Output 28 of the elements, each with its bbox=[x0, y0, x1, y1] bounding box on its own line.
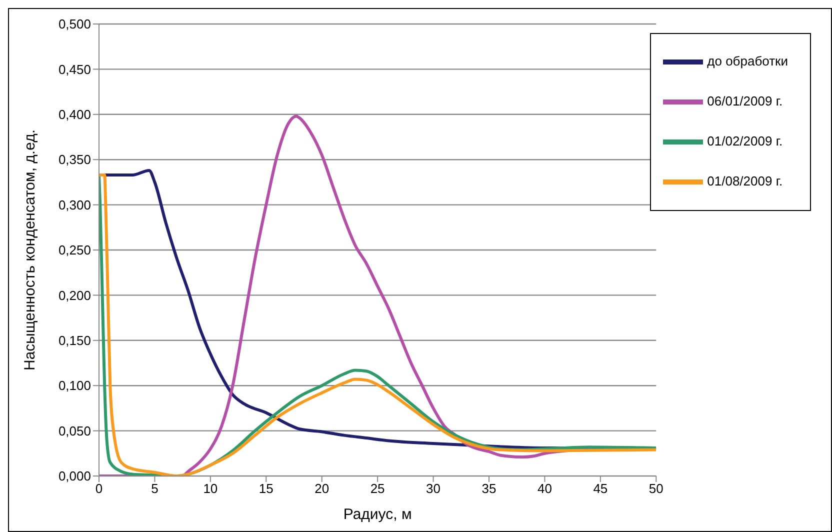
y-tick-label: 0,050 bbox=[58, 423, 91, 438]
x-tick-label: 20 bbox=[314, 481, 330, 496]
x-axis-title: Радиус, м bbox=[343, 506, 412, 523]
y-tick-label: 0,450 bbox=[58, 62, 91, 77]
y-tick-label: 0,400 bbox=[58, 107, 91, 122]
legend-label: 01/08/2009 г. bbox=[707, 173, 783, 188]
y-tick-label: 0,500 bbox=[58, 16, 91, 32]
x-tick-label: 45 bbox=[593, 481, 608, 496]
legend-label: до обработки bbox=[707, 53, 788, 68]
legend-label: 06/01/2009 г. bbox=[707, 93, 783, 108]
y-tick-label: 0,250 bbox=[58, 242, 91, 258]
x-tick-label: 25 bbox=[370, 481, 385, 496]
y-tick-label: 0,350 bbox=[58, 152, 91, 168]
y-tick-label: 0,300 bbox=[58, 197, 91, 212]
x-tick-label: 35 bbox=[482, 481, 496, 496]
y-tick-label: 0,000 bbox=[58, 468, 91, 484]
x-tick-label: 0 bbox=[95, 481, 103, 496]
x-tick-label: 30 bbox=[426, 481, 441, 496]
y-tick-label: 0,100 bbox=[58, 378, 91, 394]
x-tick-label: 15 bbox=[258, 481, 274, 496]
y-tick-label: 0,150 bbox=[58, 333, 91, 348]
x-tick-label: 5 bbox=[151, 481, 158, 496]
x-tick-label: 50 bbox=[648, 481, 664, 496]
y-axis-title: Насыщенность конденсатом, д.ед. bbox=[21, 129, 38, 371]
x-tick-label: 10 bbox=[203, 481, 218, 496]
legend-label: 01/02/2009 г. bbox=[707, 133, 783, 148]
y-tick-label: 0,200 bbox=[58, 288, 91, 303]
x-tick-label: 40 bbox=[537, 481, 552, 496]
